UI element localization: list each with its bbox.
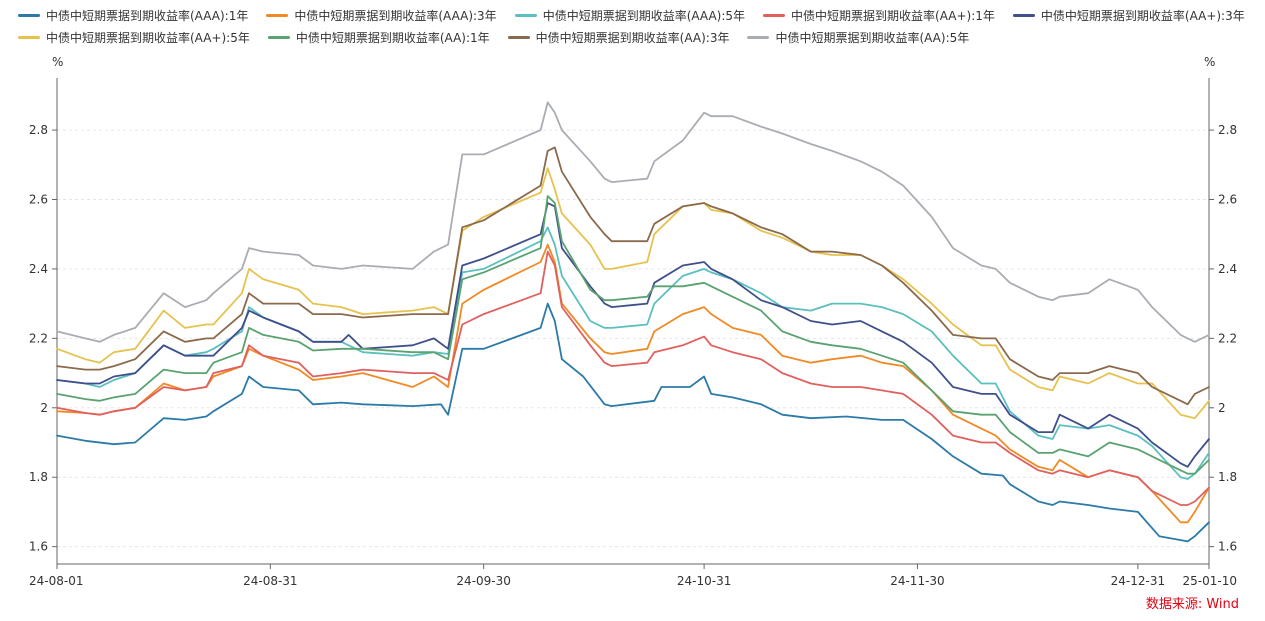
y-tick-label-left: 2.2 <box>29 331 48 345</box>
legend-swatch <box>18 13 40 17</box>
x-tick-label: 24-11-30 <box>890 574 944 588</box>
series-line[interactable] <box>56 146 1210 406</box>
legend-label: 中债中短期票据到期收益率(AA):5年 <box>775 30 970 45</box>
y-tick-label-left: 2 <box>40 401 48 415</box>
legend-swatch <box>267 35 290 39</box>
legend-item[interactable]: 中债中短期票据到期收益率(AA):1年 <box>267 29 490 46</box>
data-source-note: 数据来源: Wind <box>1145 597 1239 612</box>
y-tick-label-right: 1.6 <box>1218 540 1237 554</box>
y-tick-label-right: 2.2 <box>1218 331 1237 345</box>
legend-swatch <box>763 13 786 17</box>
y-axis-unit-right: % <box>1204 55 1215 69</box>
legend-label: 中债中短期票据到期收益率(AA+):3年 <box>1040 8 1245 23</box>
legend-swatch <box>507 35 530 39</box>
y-tick-label-left: 1.6 <box>29 540 48 554</box>
series-line[interactable] <box>56 101 1210 343</box>
y-tick-label-right: 2.6 <box>1218 193 1237 207</box>
legend-item[interactable]: 中债中短期票据到期收益率(AA+):3年 <box>1012 7 1245 24</box>
y-tick-label-right: 2.4 <box>1218 262 1237 276</box>
legend-swatch <box>1012 13 1035 17</box>
legend-item[interactable]: 中债中短期票据到期收益率(AA+):1年 <box>763 7 995 24</box>
x-tick-label: 24-12-31 <box>1111 574 1165 588</box>
legend-row: 中债中短期票据到期收益率(AA+):5年 中债中短期票据到期收益率(AA):1年 中… <box>18 26 1263 48</box>
legend-item[interactable]: 中债中短期票据到期收益率(AA):5年 <box>747 29 969 46</box>
legend-item[interactable]: 中债中短期票据到期收益率(AA+):5年 <box>18 29 250 46</box>
y-axis-unit-left: % <box>52 55 63 69</box>
legend-label: 中债中短期票据到期收益率(AAA):5年 <box>542 8 746 23</box>
series-line[interactable] <box>56 243 1210 524</box>
legend-label: 中债中短期票据到期收益率(AA+):5年 <box>46 30 250 45</box>
series-line[interactable] <box>56 195 1210 475</box>
series-line[interactable] <box>56 250 1210 506</box>
y-tick-label-right: 1.8 <box>1218 470 1237 484</box>
chart-legend: 中债中短期票据到期收益率(AAA):1年 中债中短期票据到期收益率(AAA):3年… <box>18 4 1263 48</box>
series-lines <box>56 101 1210 543</box>
legend-swatch <box>18 35 40 39</box>
legend-label: 中债中短期票据到期收益率(AAA):1年 <box>46 8 249 23</box>
legend-swatch <box>514 13 537 17</box>
y-tick-label-left: 1.8 <box>29 470 48 484</box>
series-line[interactable] <box>56 202 1210 468</box>
x-tick-label: 25-01-10 <box>1183 574 1237 588</box>
x-tick-label: 24-08-01 <box>29 574 83 588</box>
legend-item[interactable]: 中债中短期票据到期收益率(AA):3年 <box>507 29 730 46</box>
legend-label: 中债中短期票据到期收益率(AA+):1年 <box>791 8 995 23</box>
y-tick-label-right: 2.8 <box>1218 123 1237 137</box>
y-tick-label-left: 2.4 <box>29 262 48 276</box>
legend-label: 中债中短期票据到期收益率(AA):1年 <box>295 30 490 45</box>
legend-label: 中债中短期票据到期收益率(AAA):3年 <box>294 8 497 23</box>
legend-item[interactable]: 中债中短期票据到期收益率(AAA):3年 <box>266 7 497 24</box>
x-tick-label: 24-09-30 <box>456 574 510 588</box>
x-tick-label: 24-10-31 <box>677 574 731 588</box>
legend-item[interactable]: 中债中短期票据到期收益率(AAA):5年 <box>514 7 746 24</box>
legend-label: 中债中短期票据到期收益率(AA):3年 <box>535 30 730 45</box>
y-tick-label-right: 2 <box>1218 401 1226 415</box>
legend-swatch <box>747 35 770 39</box>
series-line[interactable] <box>56 302 1210 543</box>
grid-lines <box>57 129 1209 548</box>
series-line[interactable] <box>56 167 1210 420</box>
x-tick-label: 24-08-31 <box>243 574 297 588</box>
legend-item[interactable]: 中债中短期票据到期收益率(AAA):1年 <box>18 7 248 24</box>
axes: 1.6 1.6 1.8 1.8 2 2 2.2 2.2 2.4 2.4 2.6 2.6 2.8 2.8 24… <box>29 78 1237 588</box>
y-tick-label-left: 2.6 <box>29 193 48 207</box>
legend-row: 中债中短期票据到期收益率(AAA):1年 中债中短期票据到期收益率(AAA):3年… <box>18 4 1263 26</box>
y-tick-label-left: 2.8 <box>29 123 48 137</box>
legend-swatch <box>266 13 289 17</box>
